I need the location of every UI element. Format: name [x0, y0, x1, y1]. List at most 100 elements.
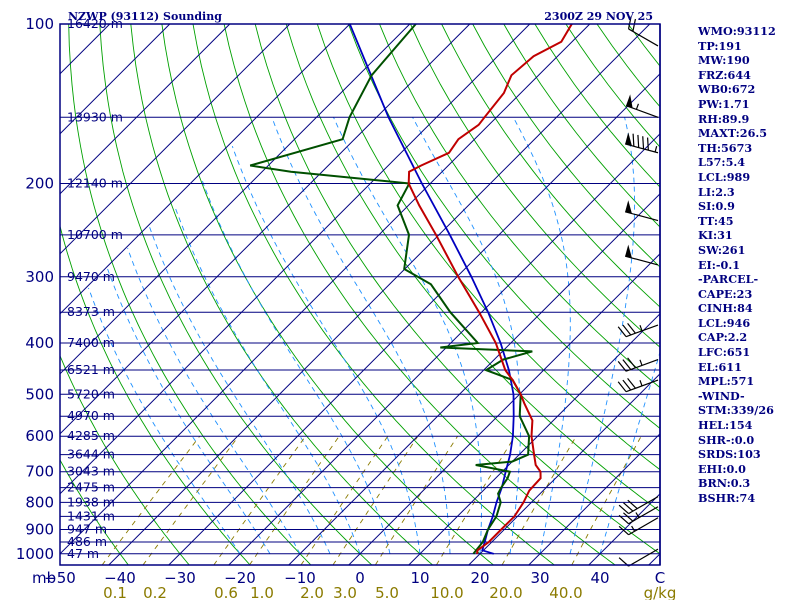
wind-barb	[617, 357, 659, 372]
height-label: 7400 m	[67, 335, 115, 350]
wind-barb	[625, 200, 659, 222]
pressure-tick-label: 200	[25, 174, 54, 192]
temperature-trace	[407, 24, 573, 554]
height-label: 9470 m	[67, 269, 115, 284]
parcel-trace	[348, 24, 515, 555]
mixing-ratio-line	[501, 435, 577, 565]
plot-frame	[59, 23, 661, 566]
dry-adiabat-line	[60, 354, 190, 565]
pressure-tick-label: 600	[25, 427, 54, 445]
index-line: -PARCEL-	[698, 272, 759, 287]
mixing-ratio-label: 5.0	[375, 584, 399, 600]
pressure-tick-label: 900	[25, 521, 54, 539]
height-label: 16420 m	[67, 16, 123, 31]
temperature-tick-label: 30	[530, 569, 549, 587]
pressure-tick-label: 700	[25, 463, 54, 481]
dry-adiabat-line	[161, 24, 494, 565]
height-label: 47 m	[67, 546, 99, 561]
sounding-time: 2300Z 29 NOV 25	[544, 10, 653, 23]
pressure-tick-label: 100	[25, 15, 54, 33]
index-line: MAXT:26.5	[698, 126, 768, 141]
isotherm-line	[228, 133, 660, 565]
height-label: 1938 m	[67, 494, 115, 509]
dry-adiabat-line	[60, 224, 251, 565]
index-line: EI:-0.1	[698, 257, 740, 272]
moist-adiabat-line	[271, 117, 451, 554]
pressure-tick-label: 400	[25, 334, 54, 352]
height-label: 947 m	[67, 522, 107, 537]
height-label: 3043 m	[67, 464, 115, 479]
moist-adiabat-line	[231, 145, 421, 554]
index-line: FRZ:644	[698, 67, 751, 82]
isotherms	[60, 24, 660, 565]
temperature-tick-label: −30	[164, 569, 196, 587]
isotherm-line	[288, 193, 660, 565]
moist-adiabat-line	[88, 287, 241, 555]
height-label: 6521 m	[67, 362, 115, 377]
index-line: MPL:571	[698, 374, 755, 389]
isotherm-line	[60, 24, 591, 555]
sounding-profiles	[249, 24, 573, 555]
height-label: 3644 m	[67, 447, 115, 462]
index-line: L57:5.4	[698, 155, 746, 170]
wind-barb	[625, 94, 659, 118]
isotherm-line	[408, 313, 660, 565]
temperature-tick-label: 20	[470, 569, 489, 587]
mixing-ratio-line	[300, 435, 389, 565]
index-line: SI:0.9	[698, 199, 735, 214]
index-line: CAP:2.2	[698, 330, 748, 345]
temperature-tick-label: −10	[284, 569, 316, 587]
mixing-ratio-label: 0.6	[214, 584, 238, 600]
index-line: KI:31	[698, 228, 733, 243]
index-line: CINH:84	[698, 301, 753, 316]
mixing-ratio-line	[101, 435, 201, 565]
index-line: WMO:93112	[698, 24, 776, 38]
isotherm-line	[60, 24, 411, 375]
mixing-ratio-label: 40.0	[549, 584, 582, 600]
temperature-tick-label: C	[655, 569, 665, 587]
mixing-ratio-label: 20.0	[489, 584, 522, 600]
isotherm-line	[108, 24, 651, 565]
isotherm-line	[468, 373, 660, 565]
index-line: SHR-:0.0	[698, 432, 755, 447]
wind-barb	[618, 517, 659, 536]
index-line: -WIND-	[698, 388, 745, 403]
mixing-ratio-line	[213, 435, 306, 565]
index-line: HEL:154	[698, 418, 753, 433]
mixing-ratio-line	[142, 435, 239, 565]
dry-adiabat-line	[379, 24, 660, 389]
mixing-ratio-line	[332, 435, 419, 565]
isotherm-line	[60, 24, 231, 195]
mixing-ratio-line	[374, 435, 458, 565]
wind-barb	[625, 132, 659, 154]
temperature-tick-label: −20	[224, 569, 256, 587]
pressure-tick-label: 800	[25, 493, 54, 511]
isotherm-line	[60, 24, 171, 135]
dry-adiabat-line	[410, 24, 660, 348]
mixing-ratio-label: 1.0	[250, 584, 274, 600]
moist-adiabat-line	[512, 117, 571, 554]
wind-barb	[618, 548, 659, 567]
wind-barb	[617, 377, 659, 393]
isotherm-line	[168, 73, 660, 565]
wind-barb	[617, 322, 659, 338]
moist-adiabat-line	[599, 350, 660, 554]
index-line: WB0:672	[698, 82, 756, 97]
mixing-ratio-label: 0.2	[143, 584, 167, 600]
height-label: 8373 m	[67, 304, 115, 319]
dry-adiabat-line	[285, 24, 660, 513]
height-label: 13930 m	[67, 109, 123, 124]
mixing-ratio-line	[436, 435, 516, 565]
index-line: TP:191	[698, 38, 742, 53]
height-label: 4285 m	[67, 428, 115, 443]
index-line: RH:89.9	[698, 111, 750, 126]
moist-adiabat-line	[200, 177, 391, 554]
height-label: 1431 m	[67, 508, 115, 523]
isotherm-line	[60, 24, 351, 315]
index-line: MW:190	[698, 53, 750, 68]
sounding-indices-panel: WMO:93112 TP:191 MW:190 FRZ:644 WB0:672 PW:1.…	[698, 24, 798, 506]
dewpoint-trace	[249, 24, 533, 555]
index-line: PW:1.71	[698, 96, 750, 111]
